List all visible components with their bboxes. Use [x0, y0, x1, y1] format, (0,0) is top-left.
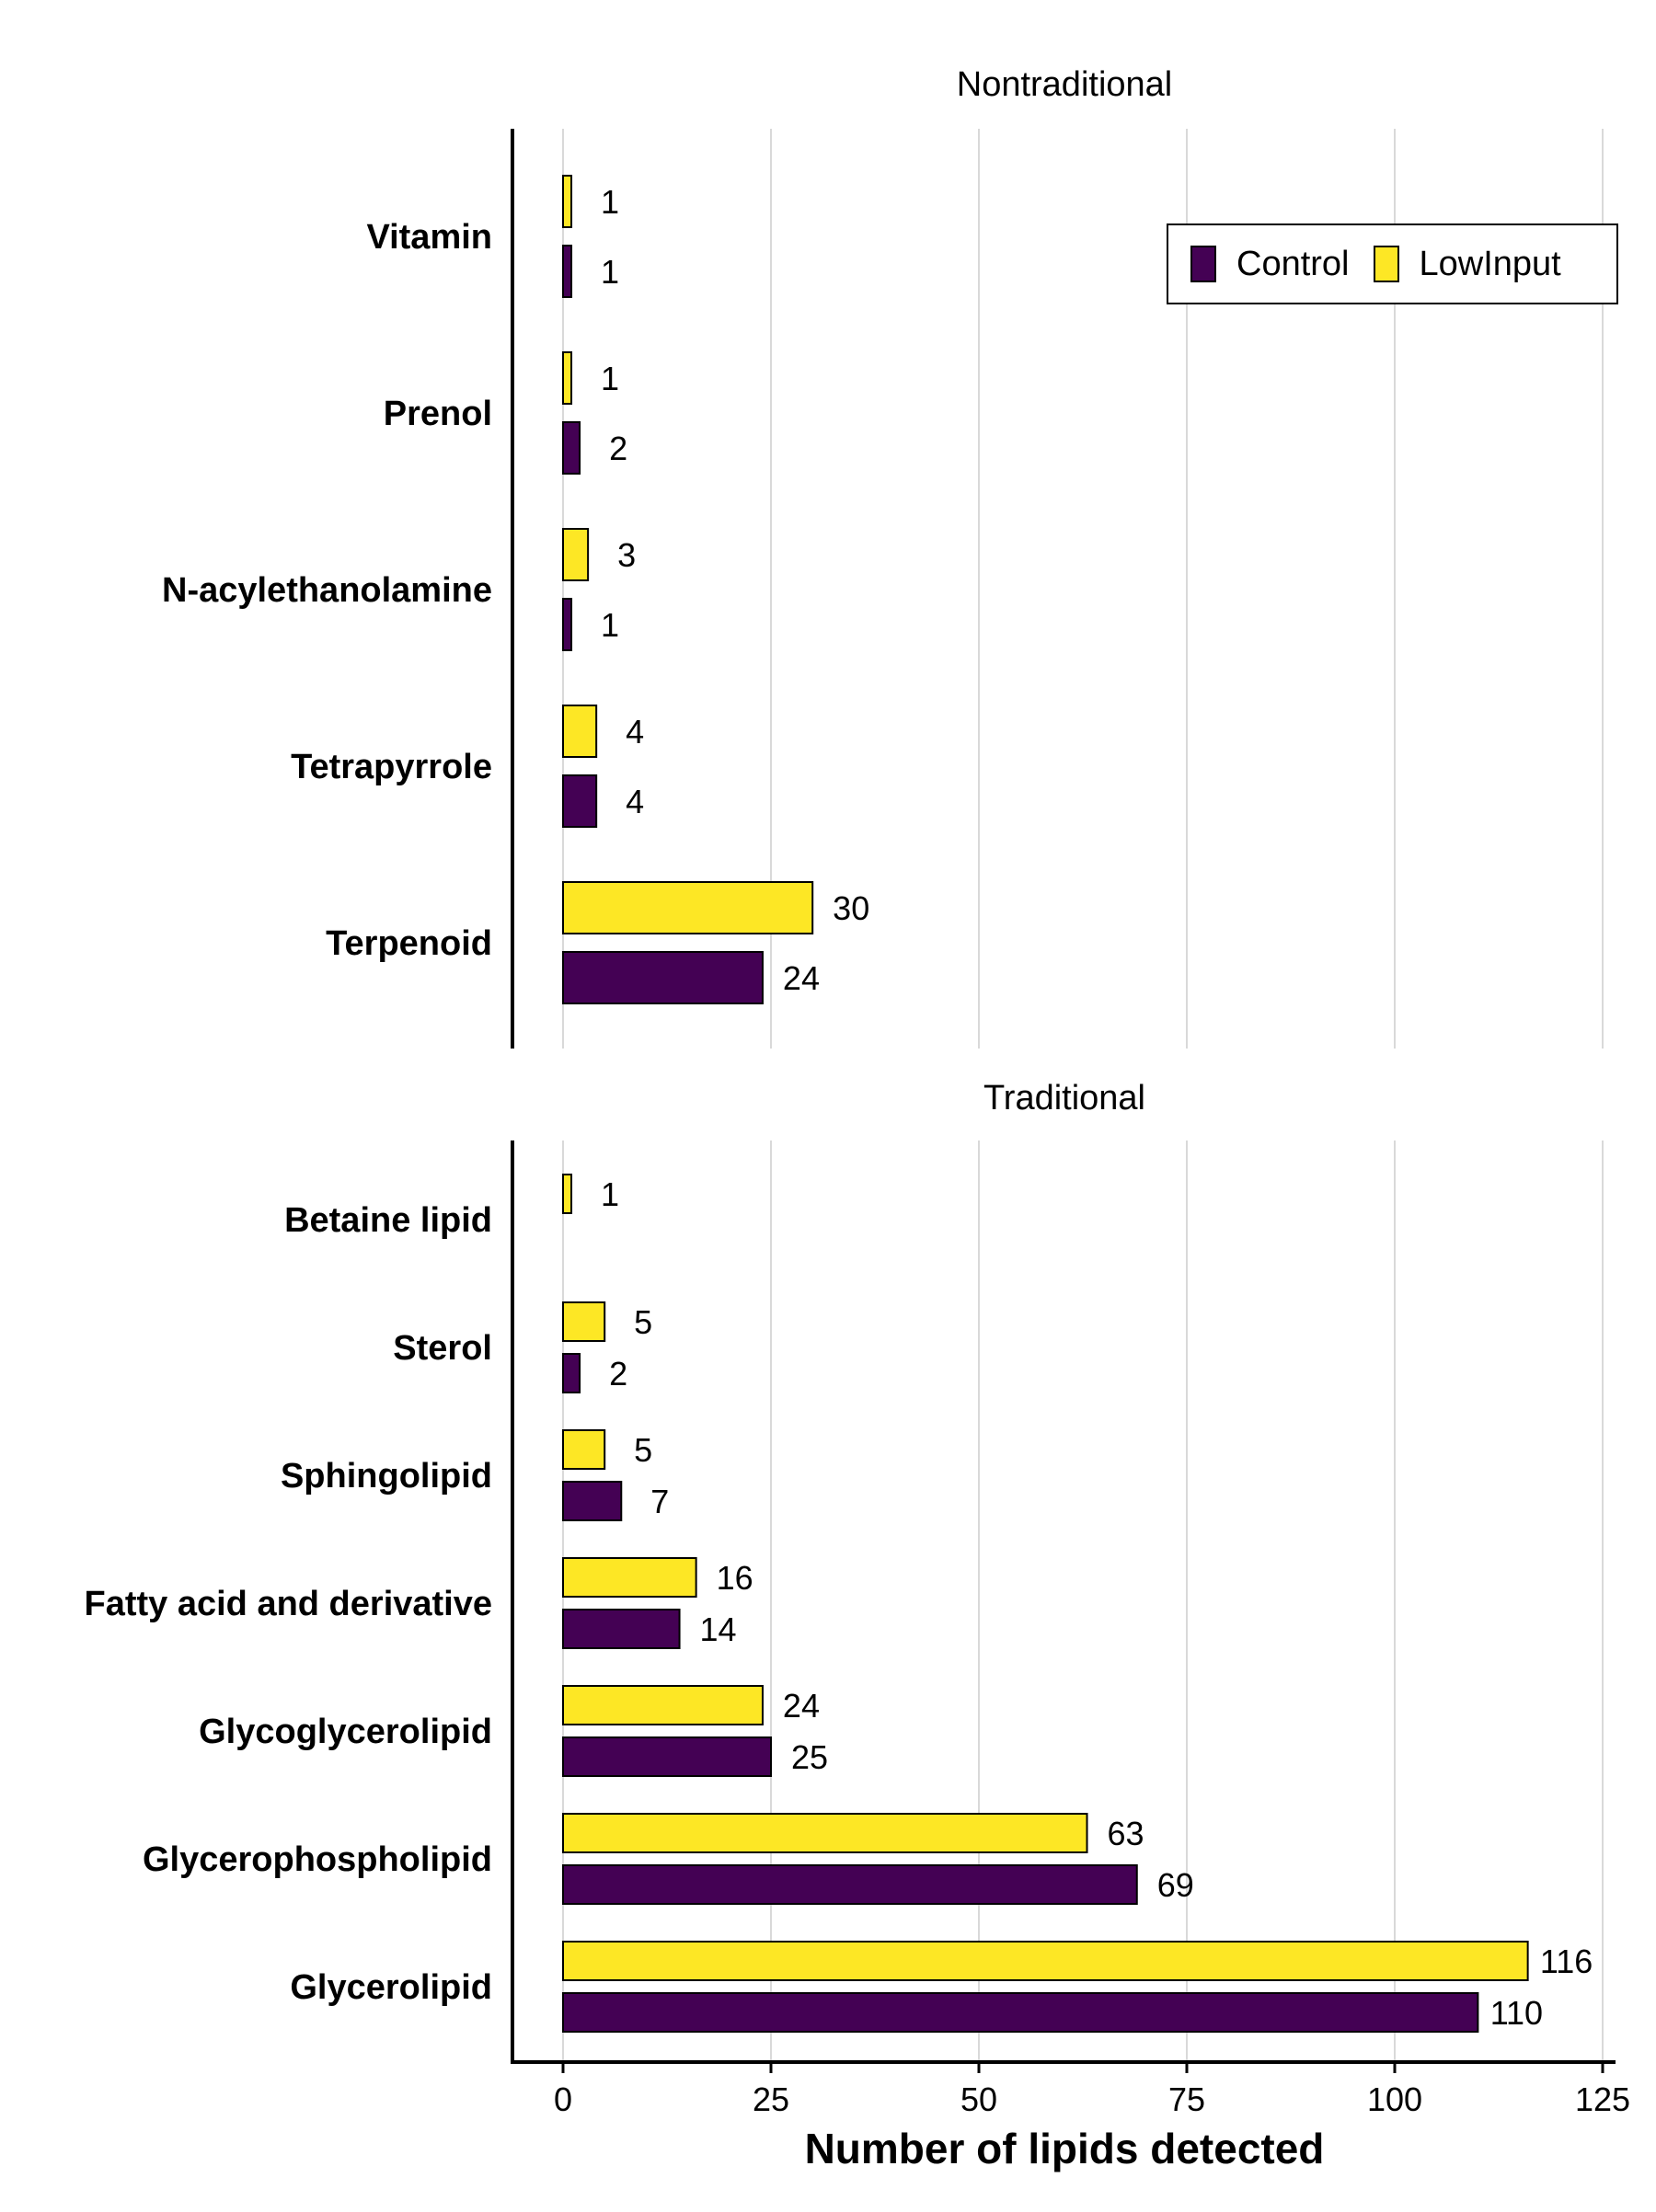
data-label-lowinput-betaine-lipid: 1 — [601, 1175, 619, 1213]
category-label-terpenoid: Terpenoid — [326, 924, 492, 963]
bar-control-tetrapyrrole — [562, 774, 598, 828]
bar-lowinput-betaine-lipid — [562, 1174, 573, 1214]
bar-control-glycerolipid — [562, 1992, 1479, 2033]
data-label-control-glycerolipid: 110 — [1490, 1994, 1543, 2032]
category-label-sterol: Sterol — [393, 1329, 492, 1368]
data-label-lowinput-sphingolipid: 5 — [634, 1431, 652, 1469]
bar-control-sterol — [562, 1353, 581, 1393]
bar-control-glycerophospholipid — [562, 1864, 1138, 1905]
x-axis-title: Number of lipids detected — [805, 2125, 1325, 2172]
data-label-lowinput-fatty-acid-and-derivative: 16 — [717, 1559, 753, 1597]
category-label-fatty-acid-and-derivative: Fatty acid and derivative — [85, 1585, 493, 1623]
bar-control-sphingolipid — [562, 1481, 623, 1521]
category-label-betaine-lipid: Betaine lipid — [284, 1201, 492, 1240]
data-label-control-n-acylethanolamine: 1 — [601, 606, 619, 644]
bar-lowinput-n-acylethanolamine — [562, 528, 590, 581]
data-label-control-fatty-acid-and-derivative: 14 — [700, 1610, 737, 1648]
data-label-lowinput-sterol: 5 — [634, 1303, 652, 1341]
category-label-vitamin: Vitamin — [366, 218, 492, 257]
x-tick-label-100: 100 — [1367, 2080, 1422, 2118]
bar-lowinput-glycerophospholipid — [562, 1813, 1088, 1853]
data-label-control-glycoglycerolipid: 25 — [791, 1738, 828, 1776]
category-label-tetrapyrrole: Tetrapyrrole — [291, 748, 492, 786]
data-label-control-tetrapyrrole: 4 — [626, 783, 644, 820]
bar-lowinput-sterol — [562, 1301, 606, 1342]
data-label-control-vitamin: 1 — [601, 253, 619, 291]
bar-lowinput-fatty-acid-and-derivative — [562, 1557, 697, 1598]
legend: Control LowInput — [1167, 223, 1618, 304]
data-label-control-prenol: 2 — [609, 430, 627, 467]
data-label-lowinput-n-acylethanolamine: 3 — [617, 536, 636, 574]
legend-swatch-lowinput — [1373, 246, 1399, 282]
legend-item-lowinput: LowInput — [1373, 244, 1561, 284]
data-label-control-sterol: 2 — [609, 1355, 627, 1393]
x-tick-label-0: 0 — [554, 2080, 572, 2118]
bar-control-n-acylethanolamine — [562, 598, 573, 651]
panel-title-nontraditional: Nontraditional — [957, 65, 1172, 104]
bar-lowinput-sphingolipid — [562, 1429, 606, 1470]
panel-title-traditional: Traditional — [983, 1079, 1145, 1117]
category-label-glycoglycerolipid: Glycoglycerolipid — [199, 1713, 492, 1751]
x-tick-label-125: 125 — [1575, 2080, 1630, 2118]
data-label-lowinput-glycerolipid: 116 — [1540, 1943, 1593, 1980]
x-tick-label-50: 50 — [960, 2080, 997, 2118]
data-label-lowinput-glycoglycerolipid: 24 — [783, 1687, 820, 1725]
x-tick-label-75: 75 — [1168, 2080, 1205, 2118]
data-label-control-terpenoid: 24 — [783, 959, 820, 997]
bar-lowinput-glycoglycerolipid — [562, 1685, 764, 1725]
category-label-glycerolipid: Glycerolipid — [290, 1968, 492, 2007]
data-label-lowinput-tetrapyrrole: 4 — [626, 713, 644, 751]
data-label-lowinput-vitamin: 1 — [601, 183, 619, 221]
x-tick-label-25: 25 — [753, 2080, 789, 2118]
data-label-lowinput-terpenoid: 30 — [833, 889, 869, 927]
data-label-lowinput-glycerophospholipid: 63 — [1107, 1815, 1144, 1852]
bar-lowinput-vitamin — [562, 175, 573, 228]
bar-lowinput-prenol — [562, 351, 573, 405]
bar-control-prenol — [562, 421, 581, 475]
bar-control-glycoglycerolipid — [562, 1736, 772, 1777]
legend-label-lowinput: LowInput — [1419, 244, 1561, 283]
bar-lowinput-tetrapyrrole — [562, 705, 598, 758]
bar-control-vitamin — [562, 245, 573, 298]
bar-control-fatty-acid-and-derivative — [562, 1609, 681, 1649]
data-label-lowinput-prenol: 1 — [601, 360, 619, 397]
category-label-sphingolipid: Sphingolipid — [281, 1457, 492, 1496]
bar-lowinput-glycerolipid — [562, 1941, 1529, 1981]
legend-item-control: Control — [1190, 245, 1350, 284]
legend-swatch-control — [1190, 246, 1216, 282]
data-label-control-glycerophospholipid: 69 — [1157, 1866, 1194, 1904]
category-label-glycerophospholipid: Glycerophospholipid — [143, 1840, 492, 1879]
data-label-control-sphingolipid: 7 — [650, 1483, 669, 1520]
legend-label-control: Control — [1236, 244, 1350, 283]
bar-control-terpenoid — [562, 951, 764, 1004]
category-label-prenol: Prenol — [384, 395, 492, 433]
category-label-n-acylethanolamine: N-acylethanolamine — [162, 571, 492, 610]
bar-lowinput-terpenoid — [562, 881, 814, 934]
